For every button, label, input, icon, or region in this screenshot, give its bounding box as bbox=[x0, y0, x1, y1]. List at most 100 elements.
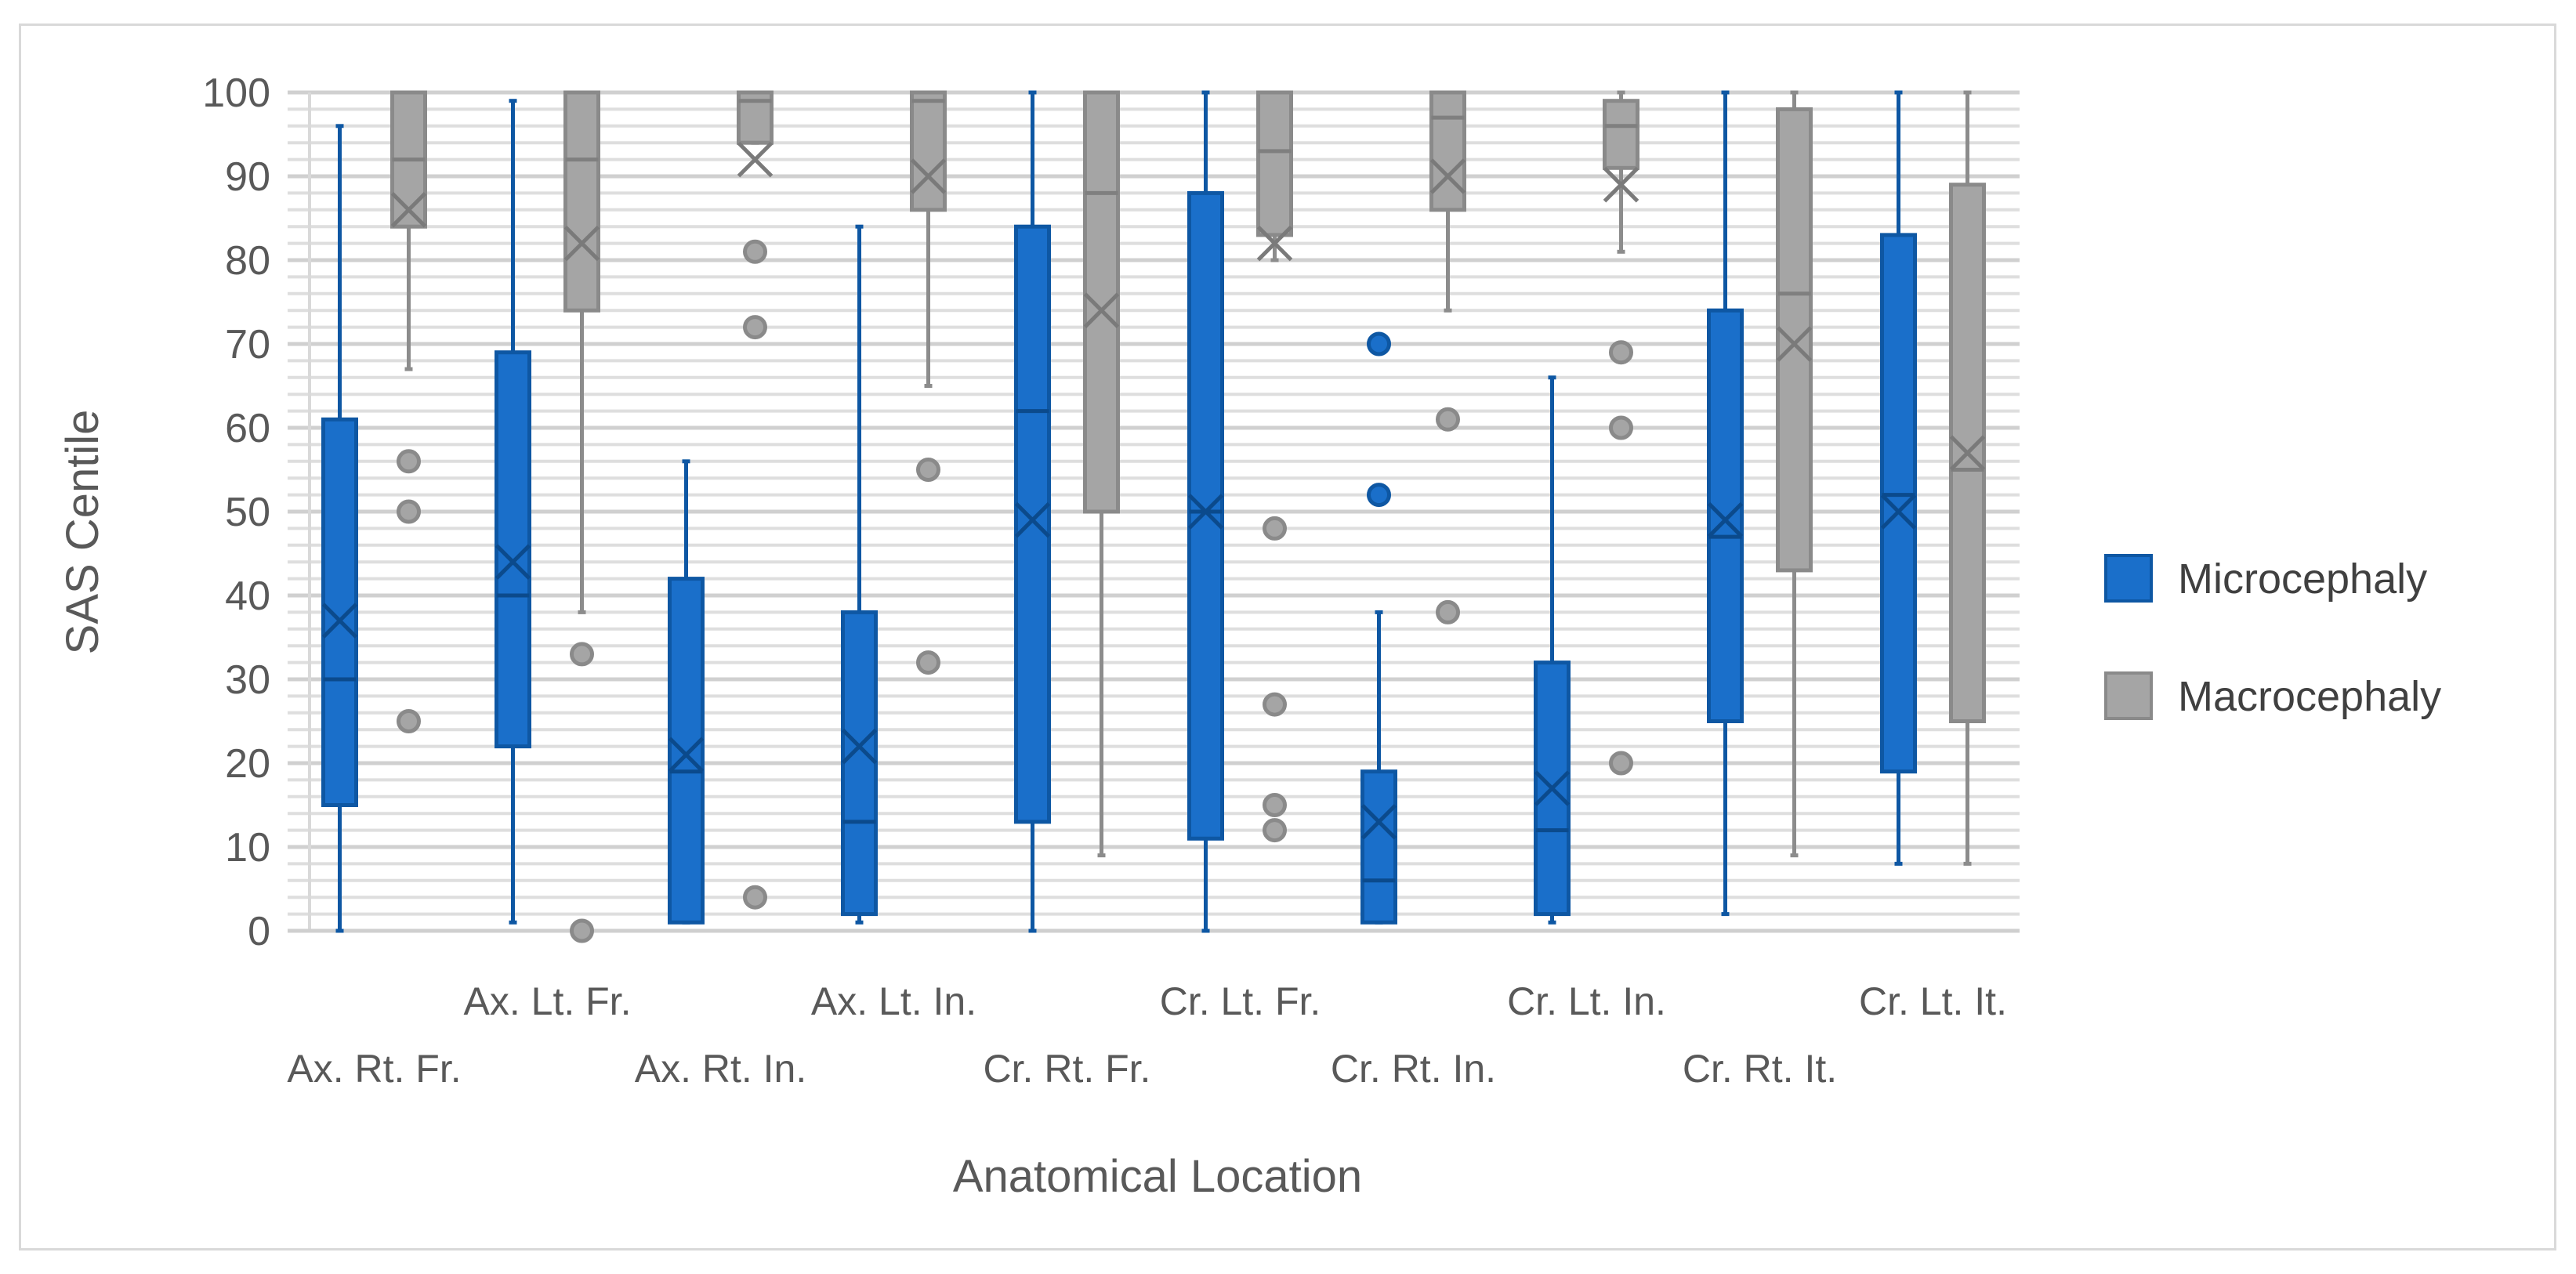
box-macrocephaly bbox=[563, 90, 600, 943]
box-iqr bbox=[1014, 224, 1051, 824]
mean-marker bbox=[1256, 225, 1293, 262]
outlier-point bbox=[1367, 483, 1391, 508]
outlier-point bbox=[397, 499, 421, 524]
box-iqr bbox=[1187, 190, 1224, 841]
outlier-point bbox=[743, 315, 767, 340]
outlier-point bbox=[1263, 692, 1287, 717]
box-iqr bbox=[563, 90, 600, 313]
legend-label-microcephaly: Microcephaly bbox=[2178, 556, 2427, 603]
y-tick-label: 60 bbox=[225, 406, 270, 451]
outlier-point bbox=[1263, 818, 1287, 843]
mean-marker bbox=[1603, 166, 1639, 203]
y-tick-label: 10 bbox=[225, 825, 270, 870]
box-iqr bbox=[1360, 769, 1397, 925]
box-microcephaly bbox=[321, 124, 358, 933]
box-iqr bbox=[1776, 107, 1813, 573]
box-iqr bbox=[1603, 99, 1639, 170]
y-tick-label: 80 bbox=[225, 238, 270, 284]
x-category-label: Cr. Lt. Fr. bbox=[1160, 979, 1321, 1023]
y-tick-label: 20 bbox=[225, 741, 270, 787]
box-iqr bbox=[321, 417, 358, 807]
mean-marker bbox=[1880, 494, 1917, 530]
outlier-point bbox=[1436, 599, 1460, 624]
outlier-point bbox=[1609, 751, 1633, 776]
y-tick-label: 90 bbox=[225, 154, 270, 200]
box-macrocephaly bbox=[1256, 90, 1293, 843]
box-macrocephaly bbox=[390, 90, 427, 733]
box-macrocephaly bbox=[1949, 90, 1986, 866]
box-microcephaly bbox=[668, 459, 705, 925]
mean-marker bbox=[1014, 501, 1051, 538]
mean-marker bbox=[1083, 292, 1120, 328]
mean-marker bbox=[1776, 326, 1813, 362]
box-macrocephaly bbox=[737, 90, 774, 910]
outlier-point bbox=[1367, 331, 1391, 357]
x-category-label: Cr. Rt. It. bbox=[1683, 1047, 1837, 1091]
outlier-point bbox=[397, 449, 421, 474]
mean-marker bbox=[390, 192, 427, 228]
box-iqr bbox=[910, 90, 947, 212]
mean-marker bbox=[668, 737, 705, 773]
outlier-point bbox=[1436, 407, 1460, 432]
x-category-label: Cr. Rt. In. bbox=[1331, 1047, 1496, 1091]
box-macrocephaly bbox=[1083, 90, 1120, 858]
box-iqr bbox=[1083, 90, 1120, 514]
x-category-label: Ax. Rt. Fr. bbox=[287, 1047, 461, 1091]
y-tick-label: 50 bbox=[225, 490, 270, 535]
mean-marker bbox=[1707, 501, 1744, 538]
box-macrocephaly bbox=[1776, 90, 1813, 858]
mean-marker bbox=[737, 141, 774, 178]
mean-marker bbox=[1534, 770, 1571, 806]
mean-marker bbox=[841, 728, 878, 765]
outlier-point bbox=[397, 709, 421, 733]
outlier-point bbox=[570, 918, 594, 943]
box-microcephaly bbox=[1187, 90, 1224, 933]
mean-marker bbox=[1187, 494, 1224, 530]
box-microcephaly bbox=[1014, 90, 1051, 933]
legend: Microcephaly Macrocephaly bbox=[2104, 554, 2441, 720]
box-macrocephaly bbox=[1603, 90, 1639, 776]
outlier-point bbox=[916, 458, 940, 482]
x-category-label: Cr. Rt. Fr. bbox=[984, 1047, 1151, 1091]
box-macrocephaly bbox=[1429, 90, 1466, 624]
y-tick-label: 70 bbox=[225, 322, 270, 367]
box-iqr bbox=[1256, 90, 1293, 237]
mean-marker bbox=[1360, 804, 1397, 840]
box-iqr bbox=[668, 577, 705, 925]
legend-label-macrocephaly: Macrocephaly bbox=[2178, 673, 2441, 720]
mean-marker bbox=[910, 158, 947, 194]
y-tick-label: 100 bbox=[202, 71, 270, 116]
x-category-label: Ax. Lt. In. bbox=[811, 979, 976, 1023]
x-axis-title: Anatomical Location bbox=[953, 1151, 1362, 1202]
y-axis-ticks: 0 10 20 30 40 50 60 70 80 90 100 bbox=[202, 71, 270, 954]
box-microcephaly bbox=[1534, 375, 1571, 925]
mean-marker bbox=[321, 603, 358, 639]
box-microcephaly bbox=[1707, 90, 1744, 917]
box-microcephaly bbox=[1880, 90, 1917, 866]
box-macrocephaly bbox=[910, 90, 947, 675]
outlier-point bbox=[743, 239, 767, 264]
x-category-label: Ax. Lt. Fr. bbox=[464, 979, 632, 1023]
x-axis-categories: Ax. Rt. Fr.Ax. Lt. Fr.Ax. Rt. In.Ax. Lt.… bbox=[287, 979, 2007, 1091]
legend-swatch-microcephaly bbox=[2104, 554, 2153, 603]
mean-marker bbox=[495, 544, 531, 580]
x-category-label: Cr. Lt. It. bbox=[1859, 979, 2007, 1023]
outlier-point bbox=[1263, 793, 1287, 817]
box-iqr bbox=[1707, 308, 1744, 723]
box-iqr bbox=[1880, 233, 1917, 774]
outlier-point bbox=[570, 642, 594, 667]
outlier-point bbox=[1609, 340, 1633, 365]
outlier-point bbox=[916, 650, 940, 675]
box-microcephaly bbox=[841, 224, 878, 925]
outlier-point bbox=[1609, 415, 1633, 440]
chart-frame: 0 10 20 30 40 50 60 70 80 90 100 Ax. Rt. Fr. Ax. Lt… bbox=[19, 24, 2556, 1250]
mean-marker bbox=[1949, 435, 1986, 471]
series-macrocephaly bbox=[390, 90, 1986, 943]
x-category-label: Cr. Lt. In. bbox=[1507, 979, 1666, 1023]
box-iqr bbox=[841, 610, 878, 917]
mean-marker bbox=[563, 225, 600, 262]
mean-marker bbox=[1429, 158, 1466, 194]
y-tick-label: 30 bbox=[225, 657, 270, 703]
outlier-point bbox=[743, 885, 767, 910]
